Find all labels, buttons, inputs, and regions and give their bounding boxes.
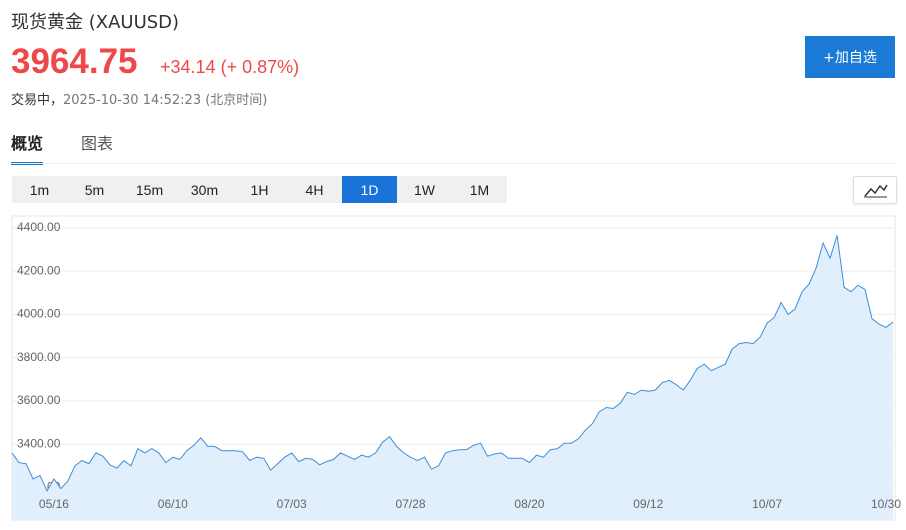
divider [11,163,895,164]
x-tick-label: 05/16 [39,497,69,511]
y-tick-label: 4000.00 [17,307,61,321]
change-value: +34.14 [160,57,216,77]
x-tick-label: 10/30 [871,497,901,511]
y-tick-label: 4400.00 [17,220,61,234]
price-line [11,235,894,492]
add-watchlist-button[interactable]: +加自选 [805,36,895,78]
last-price: 3964.75 [11,42,138,81]
timestamp: 2025-10-30 14:52:23 (北京时间) [63,93,268,108]
trade-status: 交易中，2025-10-30 14:52:23 (北京时间) [11,89,267,108]
interval-bar: 1m 5m 15m 30m 1H 4H 1D 1W 1M [12,176,507,203]
interval-button[interactable]: 1W [414,181,435,198]
y-tick-label: 3400.00 [17,436,61,450]
instrument-title: 现货黄金 (XAUUSD) [11,12,180,33]
tab[interactable]: 图表 [81,134,114,153]
y-tick-label: 3600.00 [17,393,61,407]
interval-button[interactable]: 1H [250,181,269,198]
x-tick-label: 10/07 [752,497,782,511]
x-tick-label: 07/28 [396,497,426,511]
interval-button[interactable]: 1m [29,181,50,198]
interval-button[interactable]: 5m [84,181,105,198]
x-tick-label: 08/20 [514,497,544,511]
interval-button[interactable]: 30m [190,181,219,198]
change-percent: (+ 0.87%) [220,57,300,77]
chart-type-button[interactable] [853,176,897,204]
price-change: +34.14 (+ 0.87%) [160,57,299,78]
x-tick-label: 09/12 [633,497,663,511]
interval-button[interactable]: 1M [469,181,490,198]
x-tick-label: 06/10 [158,497,188,511]
interval-button[interactable]: 15m [135,181,164,198]
status-text: 交易中， [11,93,64,108]
interval-button[interactable]: 1D [342,176,397,203]
chart-type-icon [864,184,888,198]
price-area [12,235,893,520]
tab-bar: 概览 图表 [11,130,113,165]
tab[interactable]: 概览 [11,130,44,165]
y-tick-label: 3800.00 [17,350,61,364]
y-tick-label: 4200.00 [17,263,61,277]
interval-button[interactable]: 4H [305,181,324,198]
x-tick-label: 07/03 [277,497,307,511]
